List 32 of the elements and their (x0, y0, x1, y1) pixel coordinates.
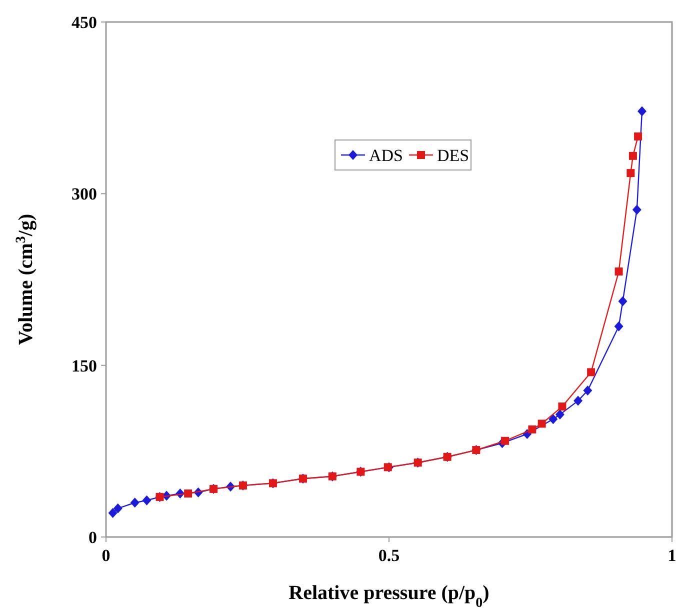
point (626, 169, 635, 178)
point (184, 490, 192, 498)
point (538, 420, 546, 428)
point (548, 414, 558, 424)
point (142, 495, 152, 506)
x-tick-label: 0.5 (378, 546, 400, 565)
y-tick-label: 300 (72, 184, 97, 204)
point (555, 410, 564, 420)
y-tick-label: 0 (88, 528, 97, 547)
x-axis-title: Relative pressure (p/p$_{0}$) (288, 582, 490, 610)
point (614, 321, 624, 332)
point (618, 296, 628, 306)
x-tick-label: 1 (668, 546, 676, 565)
point (558, 402, 566, 411)
point (113, 503, 122, 514)
point (632, 204, 642, 215)
point (501, 436, 510, 445)
point (638, 106, 646, 116)
point (614, 267, 623, 276)
point (108, 508, 118, 518)
point (583, 386, 592, 396)
y-tick-label: 450 (72, 12, 97, 32)
point (587, 368, 596, 376)
point (628, 152, 637, 160)
point (528, 425, 536, 434)
point (574, 396, 583, 406)
point (634, 132, 642, 140)
x-tick-label: 0 (102, 546, 110, 565)
legend-label: DES (437, 146, 470, 165)
legend-label: ADS (369, 146, 404, 165)
point (130, 498, 140, 508)
y-tick-label: 150 (72, 356, 97, 376)
